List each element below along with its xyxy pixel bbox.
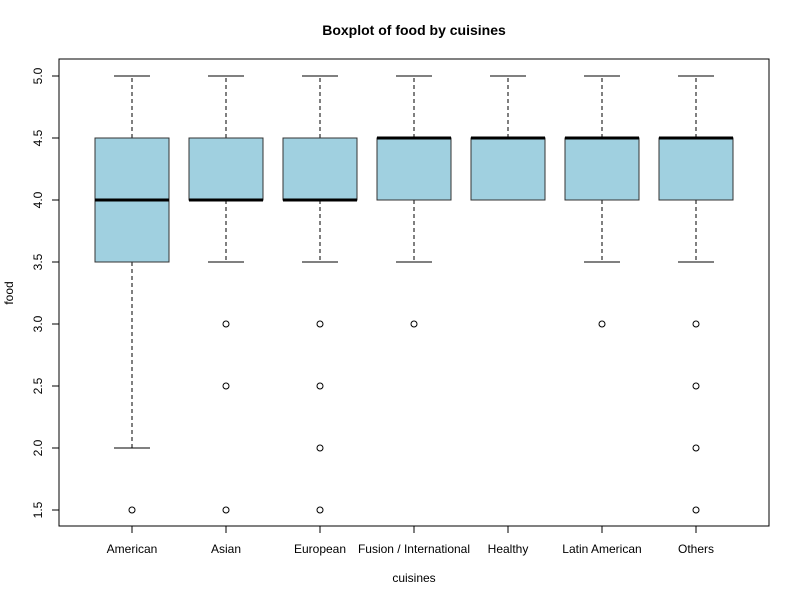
x-tick-label: American (107, 542, 158, 556)
box-group (658, 75, 734, 514)
x-axis-label: cuisines (392, 571, 435, 585)
iqr-box (564, 137, 640, 201)
x-ticks-layer: American Asian European Fusion / Internatio… (107, 526, 714, 556)
y-tick-label: 4.0 (31, 191, 45, 208)
iqr-box (470, 137, 546, 201)
outlier-point (316, 320, 324, 328)
iqr-box (658, 137, 734, 201)
x-tick-label: European (294, 542, 346, 556)
x-tick-label: Latin American (562, 542, 641, 556)
x-tick-label: Fusion / International (358, 542, 470, 556)
outlier-point (692, 382, 700, 390)
y-tick-label: 3.0 (31, 315, 45, 332)
outlier-point (692, 320, 700, 328)
iqr-box (376, 137, 452, 201)
x-tick-label: Asian (211, 542, 241, 556)
outlier-point (222, 506, 230, 514)
iqr-box (282, 137, 358, 201)
box-group (188, 75, 264, 514)
iqr-box (188, 137, 264, 201)
box-group (564, 75, 640, 328)
y-tick-label: 1.5 (31, 501, 45, 518)
y-tick-label: 4.5 (31, 129, 45, 146)
x-tick-label: Healthy (488, 542, 529, 556)
outlier-point (316, 506, 324, 514)
boxes-layer (94, 75, 734, 514)
box-group (282, 75, 358, 514)
y-tick-label: 2.0 (31, 439, 45, 456)
box-group (376, 75, 452, 328)
outlier-point (410, 320, 418, 328)
outlier-point (692, 444, 700, 452)
box-group (470, 75, 546, 201)
y-axis-label: food (2, 281, 16, 304)
outlier-point (692, 506, 700, 514)
y-tick-label: 5.0 (31, 67, 45, 84)
outlier-point (128, 506, 136, 514)
outlier-point (316, 382, 324, 390)
y-tick-label: 2.5 (31, 377, 45, 394)
outlier-point (222, 320, 230, 328)
y-ticks-layer: 1.5 2.0 2.5 3.0 3.5 4.0 4.5 5.0 (31, 67, 59, 518)
outlier-point (222, 382, 230, 390)
y-tick-label: 3.5 (31, 253, 45, 270)
box-group (94, 75, 170, 514)
chart-title: Boxplot of food by cuisines (322, 22, 506, 38)
outlier-point (316, 444, 324, 452)
outlier-point (598, 320, 606, 328)
x-tick-label: Others (678, 542, 714, 556)
